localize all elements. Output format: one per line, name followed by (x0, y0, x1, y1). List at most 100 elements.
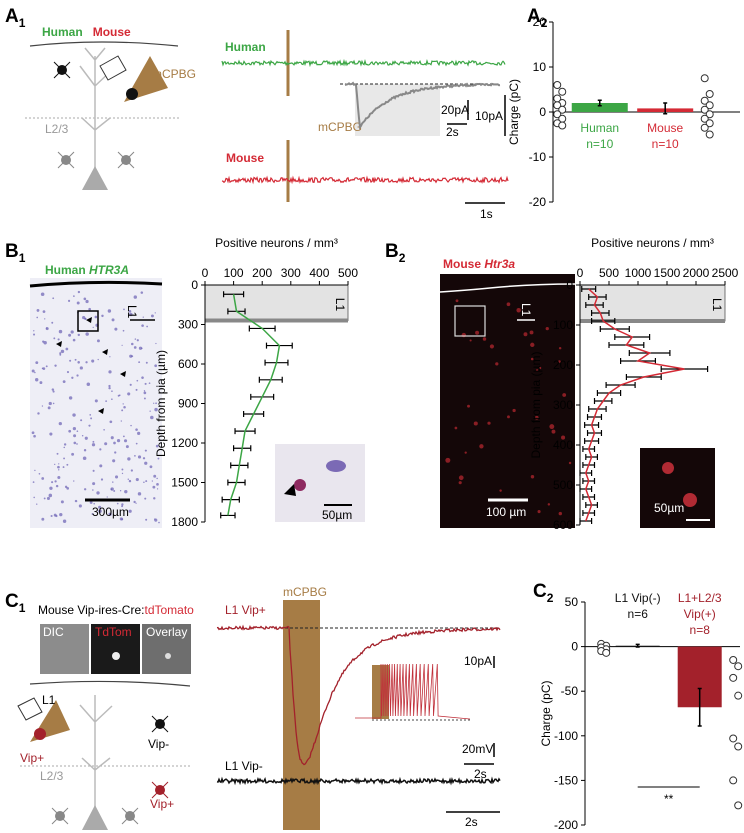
cell-dot (78, 504, 82, 508)
reporter: tdTomato (144, 603, 194, 617)
cell-dot (119, 490, 122, 492)
cell-dot (135, 502, 137, 504)
cell-dot (107, 309, 112, 313)
cell-dot (454, 426, 458, 430)
cell-dot (99, 464, 103, 468)
cell-dot (99, 448, 102, 451)
cell-dot (86, 382, 91, 387)
scale-label: 300µm (92, 505, 129, 519)
cell-dendrite (53, 61, 71, 79)
x-axis-label: Positive neurons / mm³ (591, 236, 714, 250)
cell-dot (92, 482, 96, 486)
recorded-cell (34, 728, 46, 740)
x-tick-label: 300 (281, 266, 301, 280)
cell-dot (145, 361, 148, 364)
cell-dot (135, 388, 138, 391)
trace (221, 58, 506, 68)
y-tick-label: 1500 (171, 476, 198, 490)
x-tick-label: 1000 (625, 266, 652, 280)
x-tick-label: 2500 (712, 266, 739, 280)
c1-title: Mouse Vip-ires-Cre:tdTomato (38, 603, 194, 617)
cell-dot (76, 301, 80, 305)
cell-dot (48, 401, 52, 406)
cell-dot (54, 463, 56, 466)
cell-dot (123, 406, 126, 409)
cell-dot (127, 392, 131, 396)
cell-dot (131, 355, 134, 358)
category-label: n=10 (586, 137, 613, 151)
cell-dot (534, 415, 539, 420)
cell-dot (150, 415, 154, 420)
cell-dot (143, 391, 147, 395)
cell-dendrite (57, 151, 75, 169)
trace-label: L1 Vip+ (225, 603, 266, 617)
cell-dot (92, 489, 94, 491)
cell-dot (149, 465, 153, 469)
cell-dot (33, 434, 36, 438)
cell-dot (122, 329, 125, 332)
cell-dot (117, 394, 120, 397)
cell-dot (72, 413, 76, 417)
cell-label: Vip- (148, 737, 169, 751)
cell-dot (110, 488, 113, 491)
cell-dot (536, 369, 539, 372)
data-point (700, 123, 709, 132)
cell-dot (80, 419, 83, 422)
scale-label: 50µm (654, 501, 684, 515)
cell-dot (83, 449, 87, 452)
panel-label: B2 (385, 241, 406, 265)
scale-label: 2s (474, 767, 487, 781)
data-point (602, 648, 611, 657)
cell-dot (57, 476, 61, 480)
cell-dot (77, 361, 80, 364)
cell-dot (35, 378, 39, 382)
layer-label: L1 (519, 303, 533, 317)
cell-dot (151, 480, 153, 482)
y-tick-label: 0 (566, 278, 573, 292)
cell-dot (121, 468, 124, 471)
cell-dendrite (121, 807, 139, 825)
cell-dot (112, 459, 116, 463)
histology (440, 274, 575, 528)
cell-dot (155, 342, 157, 345)
data-point (734, 662, 743, 671)
drug-label: mCPBG (318, 120, 362, 134)
cell-dot (45, 327, 48, 329)
cell-dot (97, 339, 100, 343)
cell-dot (65, 347, 69, 351)
cell-dot (530, 475, 535, 479)
cell-dot (112, 481, 114, 483)
cell-dot (36, 503, 38, 505)
neuron-dendrite (79, 47, 113, 172)
x-tick-label: 500 (599, 266, 619, 280)
cell-dot (105, 400, 108, 402)
cell-dot (512, 408, 516, 413)
category-label: n=10 (652, 137, 679, 151)
significance-label: ** (664, 792, 674, 806)
species: Human (45, 263, 86, 277)
cell-dot (89, 501, 93, 504)
cell-dot (136, 339, 139, 342)
cell-dot (469, 339, 472, 342)
cell-dot (59, 353, 62, 356)
cell-dot (76, 443, 78, 445)
cell-dot (91, 443, 96, 447)
cell-dot (58, 421, 62, 426)
cell-dot (100, 478, 104, 481)
cell-dot (458, 475, 464, 481)
b1-image: L1 300µm 50µm (29, 278, 365, 528)
data-point (705, 90, 714, 98)
y-tick-label: -100 (554, 729, 578, 743)
cell-dot (34, 469, 36, 472)
bar (571, 103, 628, 112)
cell-dot (114, 451, 117, 454)
cell-dot (538, 366, 542, 370)
cell-dot (83, 488, 87, 491)
inset (275, 444, 365, 522)
cell-dot (42, 340, 45, 343)
scale-label: 2s (446, 125, 459, 139)
cell-dot (63, 457, 66, 460)
data-point (553, 81, 562, 89)
cell-dot (157, 457, 160, 460)
category-label: L1 Vip(-) (615, 591, 661, 605)
